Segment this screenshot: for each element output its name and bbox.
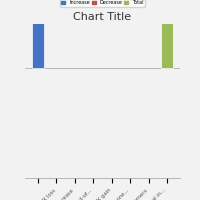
Legend: Increase, Decrease, Total: Increase, Decrease, Total: [60, 0, 145, 7]
Title: Chart Title: Chart Title: [73, 12, 132, 22]
Bar: [161, 0, 173, 68]
Bar: [32, 0, 44, 68]
